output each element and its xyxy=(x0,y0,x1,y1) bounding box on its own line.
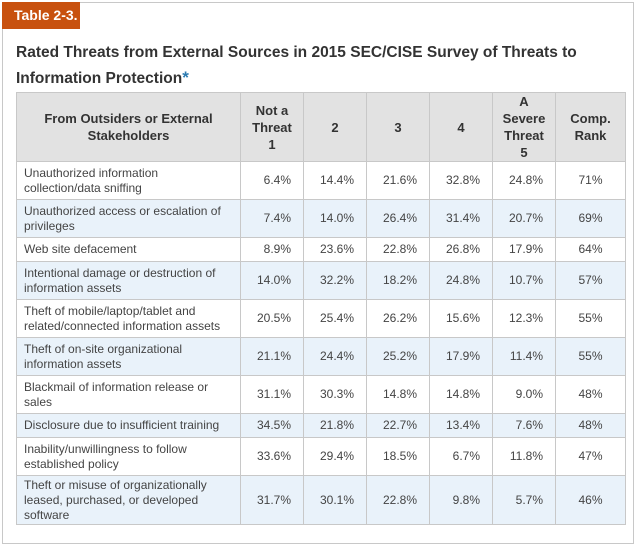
table-row: Disclosure due to insufficient training … xyxy=(16,413,626,438)
value-cell: 20.7% xyxy=(492,199,556,238)
value-cell: 33.6% xyxy=(240,437,304,476)
value-cell: 24.8% xyxy=(429,261,493,300)
value-cell: 31.1% xyxy=(240,375,304,414)
value-cell: 32.2% xyxy=(303,261,367,300)
rank-cell: 71% xyxy=(555,161,626,200)
table-header-row: From Outsiders or External Stakeholders … xyxy=(16,92,626,162)
value-cell: 31.7% xyxy=(240,475,304,525)
value-cell: 11.8% xyxy=(492,437,556,476)
col-header-source: From Outsiders or External Stakeholders xyxy=(16,92,241,162)
rank-cell: 48% xyxy=(555,375,626,414)
threat-cell: Blackmail of information release or sale… xyxy=(16,375,241,414)
value-cell: 30.1% xyxy=(303,475,367,525)
threat-cell: Disclosure due to insufficient training xyxy=(16,413,241,438)
value-cell: 18.5% xyxy=(366,437,430,476)
value-cell: 14.8% xyxy=(429,375,493,414)
col-header-1: Not a Threat 1 xyxy=(240,92,304,162)
table-row: Inability/unwillingness to follow establ… xyxy=(16,437,626,476)
rank-cell: 55% xyxy=(555,337,626,376)
value-cell: 26.8% xyxy=(429,237,493,262)
footnote-marker[interactable]: * xyxy=(182,68,189,87)
value-cell: 12.3% xyxy=(492,299,556,338)
threat-cell: Inability/unwillingness to follow establ… xyxy=(16,437,241,476)
value-cell: 26.2% xyxy=(366,299,430,338)
value-cell: 7.6% xyxy=(492,413,556,438)
value-cell: 23.6% xyxy=(303,237,367,262)
rank-cell: 55% xyxy=(555,299,626,338)
rank-cell: 69% xyxy=(555,199,626,238)
value-cell: 6.7% xyxy=(429,437,493,476)
col-header-rank: Comp. Rank xyxy=(555,92,626,162)
table-row: Theft of on-site organizational informat… xyxy=(16,337,626,376)
col-header-3: 3 xyxy=(366,92,430,162)
value-cell: 5.7% xyxy=(492,475,556,525)
table-row: Blackmail of information release or sale… xyxy=(16,375,626,414)
value-cell: 21.8% xyxy=(303,413,367,438)
value-cell: 22.8% xyxy=(366,237,430,262)
table-row: Unauthorized access or escalation of pri… xyxy=(16,199,626,238)
value-cell: 32.8% xyxy=(429,161,493,200)
threat-cell: Theft or misuse of organizationally leas… xyxy=(16,475,241,525)
value-cell: 21.6% xyxy=(366,161,430,200)
threat-cell: Unauthorized information collection/data… xyxy=(16,161,241,200)
threat-cell: Intentional damage or destruction of inf… xyxy=(16,261,241,300)
value-cell: 25.2% xyxy=(366,337,430,376)
rank-cell: 47% xyxy=(555,437,626,476)
value-cell: 22.8% xyxy=(366,475,430,525)
table-row: Theft or misuse of organizationally leas… xyxy=(16,475,626,525)
value-cell: 14.8% xyxy=(366,375,430,414)
table-title: Rated Threats from External Sources in 2… xyxy=(16,40,626,91)
value-cell: 30.3% xyxy=(303,375,367,414)
rank-cell: 64% xyxy=(555,237,626,262)
value-cell: 14.4% xyxy=(303,161,367,200)
table-row: Unauthorized information collection/data… xyxy=(16,161,626,200)
threat-cell: Theft of mobile/laptop/tablet and relate… xyxy=(16,299,241,338)
value-cell: 6.4% xyxy=(240,161,304,200)
table-row: Intentional damage or destruction of inf… xyxy=(16,261,626,300)
table-row: Web site defacement 8.9% 23.6% 22.8% 26.… xyxy=(16,237,626,262)
value-cell: 7.4% xyxy=(240,199,304,238)
rank-cell: 46% xyxy=(555,475,626,525)
value-cell: 24.8% xyxy=(492,161,556,200)
value-cell: 31.4% xyxy=(429,199,493,238)
value-cell: 22.7% xyxy=(366,413,430,438)
value-cell: 18.2% xyxy=(366,261,430,300)
col-header-2: 2 xyxy=(303,92,367,162)
value-cell: 14.0% xyxy=(303,199,367,238)
table-title-text: Rated Threats from External Sources in 2… xyxy=(16,44,577,87)
value-cell: 17.9% xyxy=(429,337,493,376)
value-cell: 14.0% xyxy=(240,261,304,300)
rank-cell: 57% xyxy=(555,261,626,300)
value-cell: 13.4% xyxy=(429,413,493,438)
table-row: Theft of mobile/laptop/tablet and relate… xyxy=(16,299,626,338)
threat-cell: Unauthorized access or escalation of pri… xyxy=(16,199,241,238)
value-cell: 17.9% xyxy=(492,237,556,262)
value-cell: 26.4% xyxy=(366,199,430,238)
value-cell: 8.9% xyxy=(240,237,304,262)
value-cell: 29.4% xyxy=(303,437,367,476)
rank-cell: 48% xyxy=(555,413,626,438)
value-cell: 21.1% xyxy=(240,337,304,376)
col-header-5: A Severe Threat 5 xyxy=(492,92,556,162)
value-cell: 20.5% xyxy=(240,299,304,338)
value-cell: 24.4% xyxy=(303,337,367,376)
threat-cell: Web site defacement xyxy=(16,237,241,262)
threat-cell: Theft of on-site organizational informat… xyxy=(16,337,241,376)
value-cell: 34.5% xyxy=(240,413,304,438)
col-header-4: 4 xyxy=(429,92,493,162)
value-cell: 25.4% xyxy=(303,299,367,338)
value-cell: 9.0% xyxy=(492,375,556,414)
threats-table: From Outsiders or External Stakeholders … xyxy=(16,92,626,525)
table-label-tab: Table 2-3. xyxy=(2,2,80,29)
value-cell: 11.4% xyxy=(492,337,556,376)
value-cell: 9.8% xyxy=(429,475,493,525)
value-cell: 10.7% xyxy=(492,261,556,300)
value-cell: 15.6% xyxy=(429,299,493,338)
